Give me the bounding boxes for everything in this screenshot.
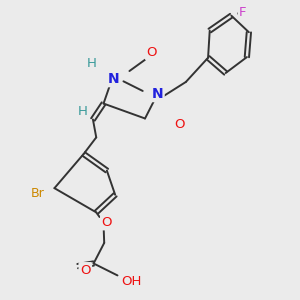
Text: H: H — [78, 105, 88, 118]
Text: Br: Br — [30, 187, 44, 200]
Text: O: O — [175, 118, 185, 130]
Text: H: H — [87, 57, 97, 70]
Text: OH: OH — [122, 274, 142, 288]
Text: O: O — [102, 216, 112, 229]
Text: N: N — [152, 87, 163, 100]
Text: F: F — [239, 6, 247, 19]
Text: O: O — [80, 264, 91, 277]
Text: O: O — [146, 46, 157, 59]
Text: N: N — [108, 72, 119, 86]
